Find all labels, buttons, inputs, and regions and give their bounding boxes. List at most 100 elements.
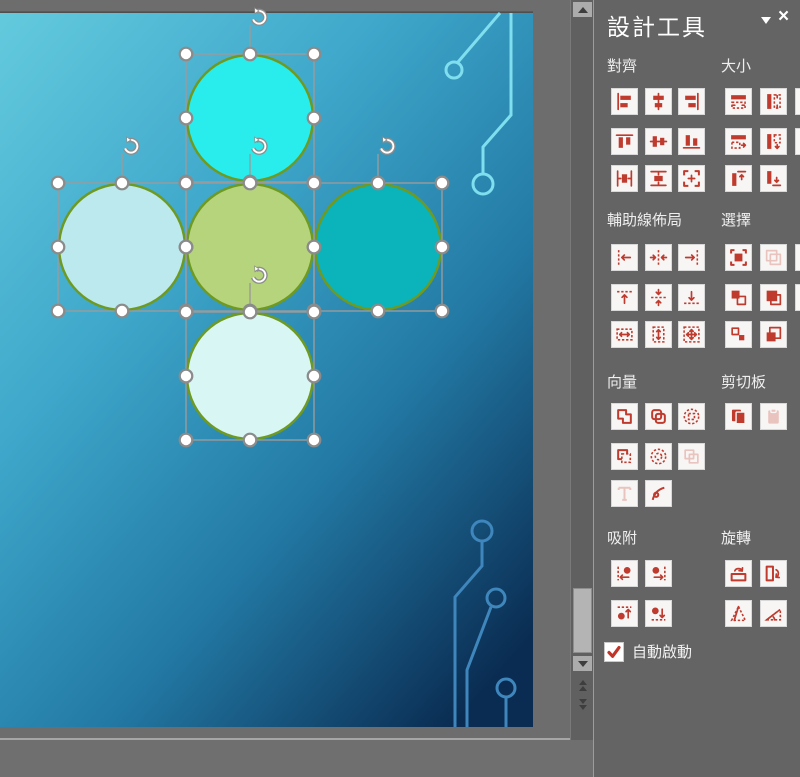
shrink-to-height-button[interactable] xyxy=(760,128,787,155)
circle-left[interactable] xyxy=(57,182,187,312)
snap-left-button[interactable] xyxy=(611,560,638,587)
stretch-to-bottom-button[interactable] xyxy=(760,165,787,192)
selection-handle[interactable] xyxy=(50,175,66,191)
group-shapes-button[interactable] xyxy=(645,403,672,430)
clipped-button[interactable] xyxy=(795,284,800,311)
rotate-by-angle-button[interactable] xyxy=(725,600,752,627)
rotate-90-right-button[interactable] xyxy=(760,560,787,587)
distribute-horizontal-button[interactable] xyxy=(611,165,638,192)
selection-handle[interactable] xyxy=(114,303,130,319)
convert-text-button[interactable] xyxy=(611,480,638,507)
guide-right-button[interactable] xyxy=(678,244,705,271)
select-stacked-button[interactable] xyxy=(760,321,787,348)
selection-handle[interactable] xyxy=(178,368,194,384)
align-left-button[interactable] xyxy=(611,88,638,115)
align-bottom-button[interactable] xyxy=(678,128,705,155)
align-middle-vertical-button[interactable] xyxy=(645,128,672,155)
swap-selection-button[interactable] xyxy=(725,284,752,311)
rotate-handle[interactable] xyxy=(250,7,268,26)
circle-bottom[interactable] xyxy=(185,311,315,441)
snap-bottom-button[interactable] xyxy=(645,600,672,627)
selection-handle[interactable] xyxy=(306,110,322,126)
guide-top-button[interactable] xyxy=(611,284,638,311)
vertical-scrollbar[interactable] xyxy=(570,0,593,740)
selection-handle[interactable] xyxy=(306,304,322,320)
distribute-vertical-button[interactable] xyxy=(645,165,672,192)
copy-button[interactable] xyxy=(725,403,752,430)
marquee-circle-button[interactable] xyxy=(678,403,705,430)
rotate-handle[interactable] xyxy=(122,136,140,155)
collapse-caret-icon[interactable] xyxy=(761,17,771,24)
align-top-button[interactable] xyxy=(611,128,638,155)
fit-to-container-button[interactable] xyxy=(678,165,705,192)
selection-handle[interactable] xyxy=(306,175,322,191)
snap-top-button[interactable] xyxy=(611,600,638,627)
selection-handle[interactable] xyxy=(178,175,194,191)
next-slide-button[interactable] xyxy=(573,699,592,710)
align-center-horizontal-button[interactable] xyxy=(645,88,672,115)
rotate-handle[interactable] xyxy=(250,136,268,155)
select-all-button[interactable] xyxy=(725,244,752,271)
stretch-to-top-button[interactable] xyxy=(725,165,752,192)
selection-handle[interactable] xyxy=(306,46,322,62)
selection-handle[interactable] xyxy=(178,304,194,320)
align-right-button[interactable] xyxy=(678,88,705,115)
selection-handle[interactable] xyxy=(178,110,194,126)
selection-handle[interactable] xyxy=(434,303,450,319)
scroll-up-button[interactable] xyxy=(573,2,592,17)
slide-canvas[interactable] xyxy=(0,0,593,740)
reselect-button[interactable] xyxy=(760,244,787,271)
rotate-protractor-icon xyxy=(764,607,782,621)
select-overlapped-button[interactable] xyxy=(760,284,787,311)
subtract-shape-button[interactable] xyxy=(611,443,638,470)
selection-handle[interactable] xyxy=(114,175,130,191)
rotate-handle[interactable] xyxy=(378,136,396,155)
selection-handle[interactable] xyxy=(306,368,322,384)
select-smaller-button[interactable] xyxy=(725,321,752,348)
rotate-protractor-button[interactable] xyxy=(760,600,787,627)
guide-center-horizontal-button[interactable] xyxy=(645,244,672,271)
rotate-90-left-button[interactable] xyxy=(725,560,752,587)
selection-handle[interactable] xyxy=(242,46,258,62)
selection-handle[interactable] xyxy=(306,239,322,255)
same-height-button[interactable] xyxy=(760,88,787,115)
snap-right-button[interactable] xyxy=(645,560,672,587)
close-icon[interactable]: × xyxy=(778,6,790,27)
selection-handle[interactable] xyxy=(178,46,194,62)
selection-handle[interactable] xyxy=(434,175,450,191)
selection-handle[interactable] xyxy=(434,239,450,255)
selection-handle[interactable] xyxy=(242,304,258,320)
edit-nodes-button[interactable] xyxy=(645,480,672,507)
selection-handle[interactable] xyxy=(306,432,322,448)
guide-spread-vertical-button[interactable] xyxy=(645,321,672,348)
selection-handle[interactable] xyxy=(370,303,386,319)
paste-button[interactable] xyxy=(760,403,787,430)
scroll-down-button[interactable] xyxy=(573,656,592,671)
marquee-ring-button[interactable] xyxy=(645,443,672,470)
selection-handle[interactable] xyxy=(242,175,258,191)
clipped-button[interactable] xyxy=(795,128,800,155)
guide-spread-both-button[interactable] xyxy=(678,321,705,348)
selection-handle[interactable] xyxy=(50,303,66,319)
guide-center-vertical-button[interactable] xyxy=(645,284,672,311)
previous-slide-button[interactable] xyxy=(573,680,592,691)
clipped-button[interactable] xyxy=(795,88,800,115)
circle-right[interactable] xyxy=(313,182,443,312)
guide-spread-horizontal-button[interactable] xyxy=(611,321,638,348)
rotate-handle[interactable] xyxy=(250,265,268,284)
selection-handle[interactable] xyxy=(178,239,194,255)
combine-shapes-button[interactable] xyxy=(678,443,705,470)
selection-handle[interactable] xyxy=(242,432,258,448)
same-width-button[interactable] xyxy=(725,88,752,115)
guide-bottom-button[interactable] xyxy=(678,284,705,311)
selection-handle[interactable] xyxy=(50,239,66,255)
guide-left-button[interactable] xyxy=(611,244,638,271)
selection-handle[interactable] xyxy=(370,175,386,191)
guide-top-icon xyxy=(617,290,632,305)
scrollbar-thumb[interactable] xyxy=(573,588,592,653)
shrink-to-width-button[interactable] xyxy=(725,128,752,155)
autostart-checkbox[interactable] xyxy=(604,641,624,662)
selection-handle[interactable] xyxy=(178,432,194,448)
clipped-button[interactable] xyxy=(795,244,800,271)
merge-shapes-button[interactable] xyxy=(611,403,638,430)
